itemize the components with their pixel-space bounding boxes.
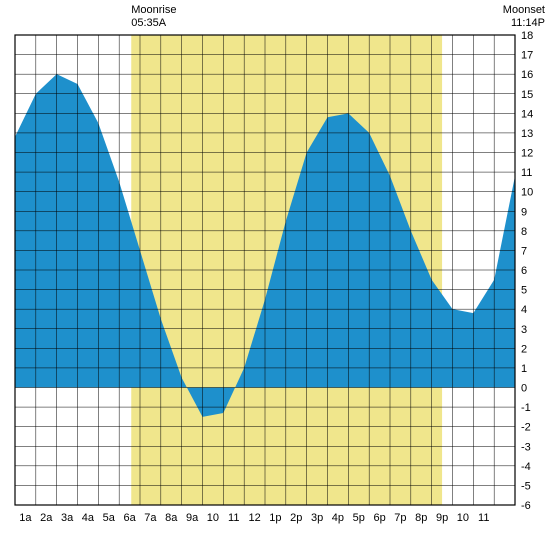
svg-text:3a: 3a bbox=[61, 512, 74, 524]
moonset-title: Moonset bbox=[503, 4, 545, 16]
svg-text:7a: 7a bbox=[144, 512, 157, 524]
svg-text:17: 17 bbox=[521, 50, 533, 62]
svg-text:-4: -4 bbox=[521, 461, 531, 473]
moonrise-title: Moonrise bbox=[131, 4, 176, 16]
moonset-time: 11:14P bbox=[511, 17, 545, 29]
chart-svg: -6-5-4-3-2-10123456789101112131415161718… bbox=[0, 0, 550, 550]
svg-text:15: 15 bbox=[521, 89, 533, 101]
svg-text:4a: 4a bbox=[82, 512, 95, 524]
svg-text:3: 3 bbox=[521, 324, 527, 336]
svg-text:7: 7 bbox=[521, 245, 527, 257]
svg-text:13: 13 bbox=[521, 128, 533, 140]
svg-text:10: 10 bbox=[521, 187, 533, 199]
svg-text:18: 18 bbox=[521, 30, 533, 42]
svg-text:9p: 9p bbox=[436, 512, 448, 524]
svg-text:9a: 9a bbox=[186, 512, 199, 524]
svg-text:4p: 4p bbox=[332, 512, 344, 524]
svg-text:5a: 5a bbox=[103, 512, 116, 524]
svg-text:10: 10 bbox=[457, 512, 469, 524]
svg-text:8a: 8a bbox=[165, 512, 178, 524]
svg-text:5: 5 bbox=[521, 285, 527, 297]
svg-text:2p: 2p bbox=[290, 512, 302, 524]
svg-text:-2: -2 bbox=[521, 422, 531, 434]
svg-text:0: 0 bbox=[521, 383, 527, 395]
svg-text:12: 12 bbox=[521, 148, 533, 160]
svg-text:8p: 8p bbox=[415, 512, 427, 524]
svg-text:1a: 1a bbox=[19, 512, 32, 524]
svg-text:2a: 2a bbox=[40, 512, 53, 524]
svg-text:-6: -6 bbox=[521, 500, 531, 512]
svg-text:9: 9 bbox=[521, 206, 527, 218]
svg-text:10: 10 bbox=[207, 512, 219, 524]
svg-text:6p: 6p bbox=[373, 512, 385, 524]
svg-text:12: 12 bbox=[248, 512, 260, 524]
svg-text:5p: 5p bbox=[353, 512, 365, 524]
tide-chart: -6-5-4-3-2-10123456789101112131415161718… bbox=[0, 0, 550, 550]
svg-text:-3: -3 bbox=[521, 441, 531, 453]
svg-text:2: 2 bbox=[521, 343, 527, 355]
svg-text:11: 11 bbox=[521, 167, 532, 179]
svg-text:3p: 3p bbox=[311, 512, 323, 524]
svg-text:14: 14 bbox=[521, 108, 533, 120]
moonrise-label: Moonrise 05:35A bbox=[131, 4, 176, 30]
svg-text:16: 16 bbox=[521, 69, 533, 81]
svg-text:11: 11 bbox=[228, 512, 239, 524]
moonset-label: Moonset 11:14P bbox=[503, 4, 545, 30]
svg-text:7p: 7p bbox=[394, 512, 406, 524]
svg-text:8: 8 bbox=[521, 226, 527, 238]
svg-text:1: 1 bbox=[521, 363, 527, 375]
svg-text:11: 11 bbox=[478, 512, 489, 524]
svg-text:1p: 1p bbox=[269, 512, 281, 524]
svg-text:-5: -5 bbox=[521, 480, 531, 492]
moonrise-time: 05:35A bbox=[131, 17, 166, 29]
svg-text:-1: -1 bbox=[521, 402, 531, 414]
svg-text:6a: 6a bbox=[123, 512, 136, 524]
svg-text:4: 4 bbox=[521, 304, 527, 316]
svg-text:6: 6 bbox=[521, 265, 527, 277]
